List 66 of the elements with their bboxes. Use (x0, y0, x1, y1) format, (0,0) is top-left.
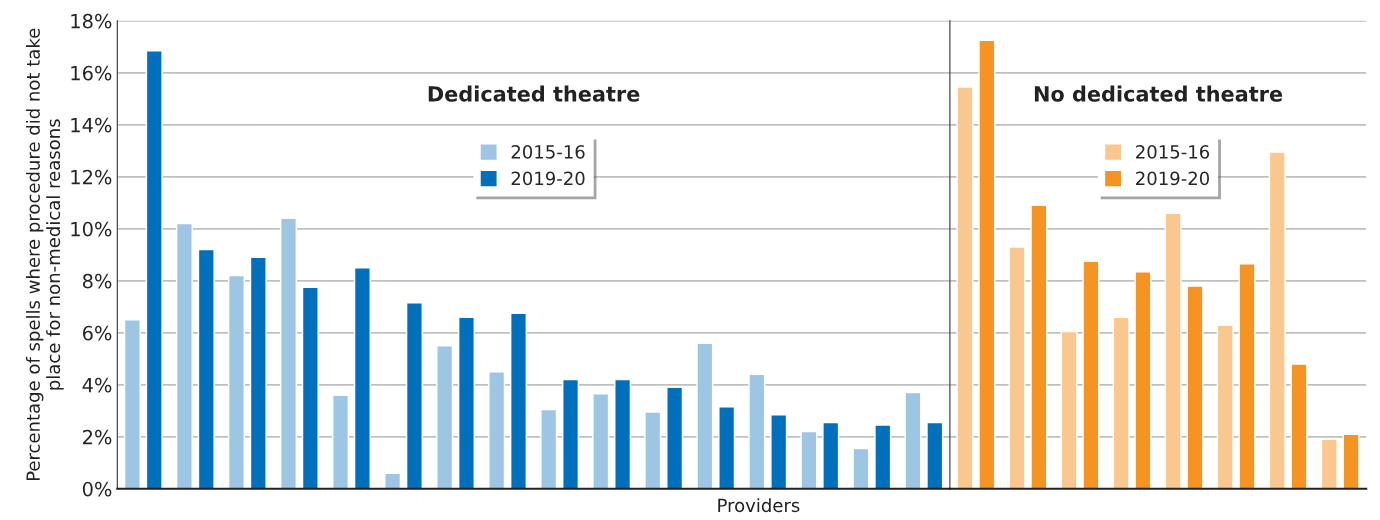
y-axis-title: Percentage of spells where procedure did not take place for non-medical reasons (25, 28, 64, 481)
bar (822, 421, 840, 489)
bar (1134, 271, 1152, 489)
y-tick-label: 18% (71, 13, 112, 29)
x-axis-title: Providers (718, 498, 800, 513)
bar (301, 286, 319, 489)
y-tick-label: 8% (82, 273, 112, 289)
legend-label: 2019-20 (1136, 171, 1210, 186)
bar (852, 447, 870, 489)
bar (562, 378, 580, 489)
bar (1060, 330, 1078, 489)
bar (748, 373, 766, 489)
bar (592, 393, 610, 489)
y-tick-label: 4% (82, 377, 112, 393)
bar (800, 430, 818, 489)
bar (1186, 285, 1204, 489)
y-tick-label: 12% (71, 169, 112, 185)
bar (926, 421, 944, 489)
y-tick-label: 10% (71, 221, 112, 237)
bar (540, 408, 558, 489)
bar (280, 217, 298, 489)
bar (249, 256, 267, 489)
bar (384, 472, 402, 489)
text: Dedicated theatre (428, 85, 640, 102)
bar (1082, 260, 1100, 489)
legend-label: 2015-16 (511, 145, 585, 159)
bar (1008, 246, 1026, 489)
bar (874, 424, 892, 489)
bar (1238, 263, 1256, 489)
bar (1030, 204, 1048, 489)
bar (353, 267, 371, 489)
y-tick-label: 2% (83, 429, 112, 445)
y-tick-label: 14% (71, 117, 112, 133)
legend-label: 2015-16 (1136, 145, 1210, 159)
y-tick-label: 0% (82, 481, 112, 497)
bar (405, 302, 423, 489)
text: No dedicated theatre (1034, 85, 1283, 102)
bar (1290, 363, 1308, 489)
bar (1216, 324, 1234, 489)
bar (644, 411, 662, 489)
legend-label: 2019-20 (511, 171, 585, 186)
bar (770, 414, 788, 489)
bar (123, 319, 141, 489)
bar (614, 378, 632, 489)
bar (1268, 151, 1286, 489)
bar (978, 39, 996, 489)
bar (904, 391, 922, 489)
bar (956, 86, 974, 489)
bar (145, 50, 163, 489)
bar (175, 222, 193, 489)
bar (197, 248, 215, 489)
bar (666, 386, 684, 489)
bar (1320, 438, 1338, 489)
y-tick-label: 6% (82, 325, 112, 341)
bar (510, 312, 528, 489)
bar (718, 406, 736, 489)
bar (696, 342, 714, 489)
bar (1164, 212, 1182, 489)
bar (436, 345, 454, 489)
bar (1342, 433, 1360, 489)
y-tick-label: 16% (71, 65, 112, 81)
bar (332, 394, 350, 489)
bar (457, 316, 475, 489)
bar (1112, 316, 1130, 489)
bar (227, 274, 245, 489)
bar (488, 371, 506, 489)
